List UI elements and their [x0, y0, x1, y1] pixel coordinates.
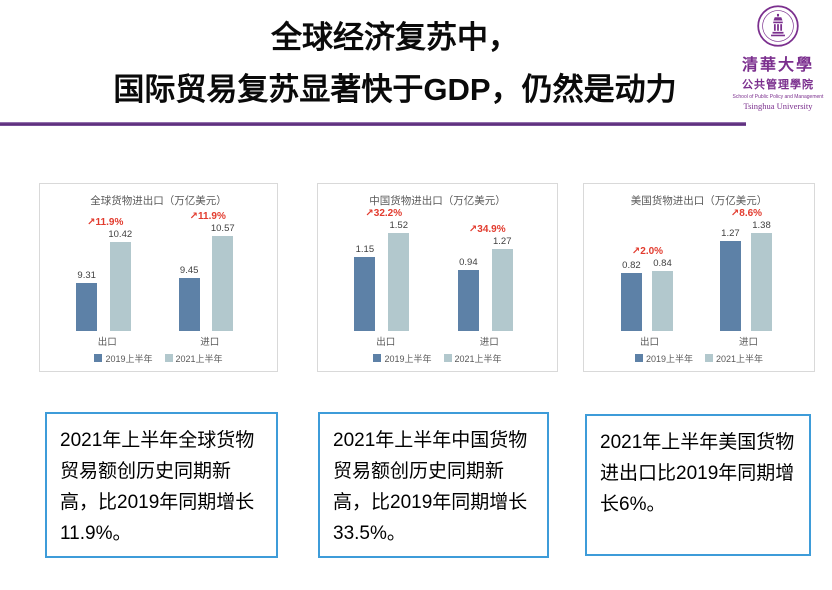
legend-swatch-2019-icon	[634, 354, 643, 362]
legend-swatch-2021-icon	[164, 354, 173, 362]
bar-2021	[491, 249, 513, 331]
bar-2019	[719, 241, 741, 331]
legend-item-2021: 2021上半年	[705, 352, 763, 365]
plot-area: 0.82 ↗2.0% 0.84 出口 1.27 ↗8.6% 1.3	[584, 208, 814, 348]
chart-legend: 2019上半年 2021上半年	[318, 348, 557, 368]
legend-label: 2021上半年	[175, 353, 223, 364]
bar-group-import: 9.45 ↗11.9% 10.57 进口	[178, 211, 241, 348]
bar-2019	[354, 257, 376, 331]
value-label-2021: 1.52	[389, 220, 408, 231]
value-label-2021: 1.38	[752, 220, 771, 231]
growth-label: ↗32.2%	[365, 208, 403, 219]
legend-item-2019: 2019上半年	[94, 352, 153, 365]
value-label-2019: 9.31	[77, 270, 96, 281]
growth-label: ↗11.9%	[189, 211, 226, 222]
bar-2021	[109, 242, 131, 331]
value-label-2019: 0.94	[459, 257, 478, 268]
bar-group-import: 1.27 ↗8.6% 1.38 进口	[719, 208, 777, 348]
bar-2021	[651, 271, 673, 331]
value-label-2019: 9.45	[179, 265, 199, 276]
category-label: 出口	[376, 337, 396, 348]
logo-university-name-en: Tsinghua University	[743, 101, 813, 111]
category-label: 进口	[738, 337, 758, 348]
bar-2021	[212, 236, 234, 331]
legend-swatch-2019-icon	[94, 354, 103, 362]
page-title-line1: 全球经济复苏中，	[271, 20, 519, 55]
note-text: 2021年上半年美国货物进出口比2019年同期增长6%。	[600, 432, 795, 515]
legend-swatch-2021-icon	[705, 354, 713, 362]
value-label-2019: 1.27	[721, 228, 740, 239]
value-label-2021: 10.42	[108, 229, 133, 240]
legend-item-2021: 2021上半年	[164, 352, 223, 365]
legend-swatch-2021-icon	[443, 354, 452, 362]
category-label: 出口	[639, 337, 659, 348]
growth-label: ↗11.9%	[87, 217, 124, 228]
legend-label: 2019上半年	[105, 353, 153, 364]
legend-item-2019: 2019上半年	[634, 352, 693, 365]
bar-2019	[457, 270, 479, 331]
title-underline	[0, 122, 746, 126]
bar-2019	[76, 283, 98, 331]
chart-panel-global: 全球货物进出口（万亿美元） 9.31 ↗11.9% 10.42 出口 9.45	[39, 183, 278, 372]
bar-group-export: 9.31 ↗11.9% 10.42 出口	[76, 217, 138, 348]
legend-label: 2021上半年	[716, 353, 764, 364]
value-label-2019: 1.15	[355, 244, 375, 255]
category-label: 进口	[479, 337, 499, 348]
page-title-line2: 国际贸易复苏显著快于GDP，仍然是动力	[113, 72, 677, 107]
bar-2019	[178, 278, 200, 331]
chart-panel-china: 中国货物进出口（万亿美元） 1.15 ↗32.2% 1.52 出口 0.94	[317, 183, 558, 372]
chart-title: 美国货物进出口（万亿美元）	[630, 195, 768, 207]
chart-title: 中国货物进出口（万亿美元）	[369, 195, 506, 207]
category-label: 进口	[200, 337, 220, 348]
bar-2021	[388, 233, 410, 331]
legend-label: 2019上半年	[645, 353, 693, 364]
school-seal-icon	[757, 5, 799, 47]
bar-2019	[620, 273, 642, 331]
chart-panel-usa: 美国货物进出口（万亿美元） 0.82 ↗2.0% 0.84 出口 1.27	[583, 183, 815, 372]
bar-2021	[750, 233, 772, 331]
plot-area: 9.31 ↗11.9% 10.42 出口 9.45 ↗11.9%	[40, 208, 277, 348]
note-text: 2021年上半年中国货物贸易额创历史同期新高，比2019年同期增长33.5%。	[333, 430, 528, 544]
tsinghua-logo: 清華大學 公共管理學院 School of Public Policy and …	[732, 4, 824, 111]
value-label-2021: 1.27	[492, 236, 512, 247]
chart-legend: 2019上半年 2021上半年	[40, 348, 277, 368]
legend-swatch-2019-icon	[373, 354, 382, 362]
growth-label: ↗34.9%	[468, 224, 506, 235]
note-card-global: 2021年上半年全球货物贸易额创历史同期新高，比2019年同期增长11.9%。	[45, 412, 278, 558]
chart-legend: 2019上半年 2021上半年	[584, 348, 814, 368]
value-label-2021: 10.57	[210, 223, 235, 234]
category-label: 出口	[97, 337, 117, 348]
value-label-2019: 0.82	[622, 260, 641, 271]
bar-group-import: 0.94 ↗34.9% 1.27 进口	[457, 224, 521, 348]
logo-school-name: 公共管理學院	[742, 79, 814, 91]
note-card-usa: 2021年上半年美国货物进出口比2019年同期增长6%。	[585, 414, 811, 556]
logo-school-name-en: School of Public Policy and Management	[732, 94, 824, 100]
chart-title: 全球货物进出口（万亿美元）	[90, 195, 227, 207]
note-text: 2021年上半年全球货物贸易额创历史同期新高，比2019年同期增长11.9%。	[60, 430, 255, 544]
bar-group-export: 0.82 ↗2.0% 0.84 出口	[620, 246, 678, 348]
plot-area: 1.15 ↗32.2% 1.52 出口 0.94 ↗34.9% 1	[318, 208, 557, 348]
legend-label: 2021上半年	[454, 353, 502, 364]
growth-label: ↗2.0%	[631, 246, 664, 257]
legend-item-2021: 2021上半年	[443, 352, 502, 365]
legend-label: 2019上半年	[384, 353, 432, 364]
note-card-china: 2021年上半年中国货物贸易额创历史同期新高，比2019年同期增长33.5%。	[318, 412, 549, 558]
page-title: 全球经济复苏中， 国际贸易复苏显著快于GDP，仍然是动力	[40, 12, 750, 116]
value-label-2021: 0.84	[653, 258, 672, 269]
logo-university-name: 清華大學	[741, 57, 814, 74]
bar-group-export: 1.15 ↗32.2% 1.52 出口	[354, 208, 417, 348]
growth-label: ↗8.6%	[730, 208, 763, 219]
legend-item-2019: 2019上半年	[373, 352, 432, 365]
